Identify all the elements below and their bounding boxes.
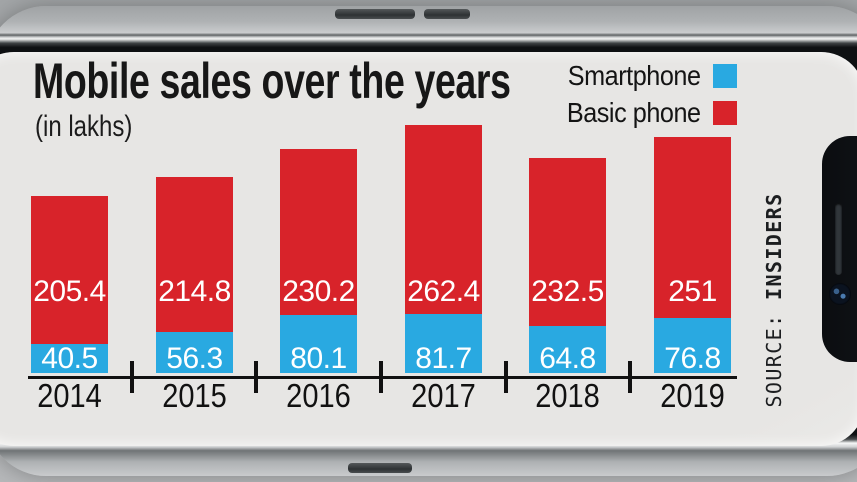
year-label-2014: 2014 (37, 377, 102, 414)
bar-basic-phone-2017 (405, 125, 482, 314)
value-label-basic-phone-2018: 232.5 (531, 275, 604, 308)
bar-smartphone-2015 (156, 332, 233, 373)
bar-basic-phone-2015 (156, 177, 233, 332)
value-label-smartphone-2017: 81.7 (415, 342, 472, 375)
volume-button (335, 9, 415, 19)
bar-smartphone-2019 (654, 318, 731, 373)
value-label-smartphone-2018: 64.8 (539, 342, 596, 375)
bar-basic-phone-2016 (280, 149, 357, 315)
value-label-smartphone-2014: 40.5 (41, 342, 98, 375)
bar-basic-phone-2014 (31, 196, 108, 344)
legend-swatch-basic-phone (713, 100, 737, 125)
legend-swatch-smartphone (713, 63, 737, 88)
source-name: INSIDERS (762, 192, 786, 300)
legend-label-smartphone: Smartphone (568, 59, 701, 91)
bar-smartphone-2016 (280, 315, 357, 373)
legend-item-smartphone: Smartphone (552, 57, 737, 94)
value-label-smartphone-2019: 76.8 (664, 342, 721, 375)
legend-item-basic-phone: Basic phone (552, 94, 737, 131)
bar-basic-phone-2018 (529, 158, 606, 326)
source-credit: SOURCE: INSIDERS (762, 192, 786, 407)
value-label-basic-phone-2017: 262.4 (407, 275, 480, 308)
chart-legend: Smartphone Basic phone (552, 57, 737, 131)
value-label-basic-phone-2016: 230.2 (282, 275, 355, 308)
chart-title: Mobile sales over the years (33, 53, 511, 109)
value-label-smartphone-2015: 56.3 (166, 342, 223, 375)
year-label-2015: 2015 (162, 377, 227, 414)
power-button (348, 463, 412, 473)
source-label: SOURCE: (762, 313, 786, 408)
chart-subtitle: (in lakhs) (35, 110, 133, 143)
year-label-2019: 2019 (660, 377, 725, 414)
year-label-2018: 2018 (535, 377, 600, 414)
year-label-2017: 2017 (411, 377, 476, 414)
bar-smartphone-2017 (405, 314, 482, 373)
camera-icon (829, 283, 851, 305)
value-label-basic-phone-2019: 251 (668, 275, 717, 308)
volume-button (424, 9, 470, 19)
legend-label-basic-phone: Basic phone (567, 96, 701, 128)
speaker-icon (835, 203, 842, 275)
bar-smartphone-2018 (529, 326, 606, 373)
x-axis-line (28, 376, 737, 379)
value-label-smartphone-2016: 80.1 (290, 342, 347, 375)
bar-basic-phone-2019 (654, 137, 731, 318)
year-label-2016: 2016 (286, 377, 351, 414)
bar-smartphone-2014 (31, 344, 108, 373)
value-label-basic-phone-2015: 214.8 (158, 275, 231, 308)
value-label-basic-phone-2014: 205.4 (33, 275, 106, 308)
